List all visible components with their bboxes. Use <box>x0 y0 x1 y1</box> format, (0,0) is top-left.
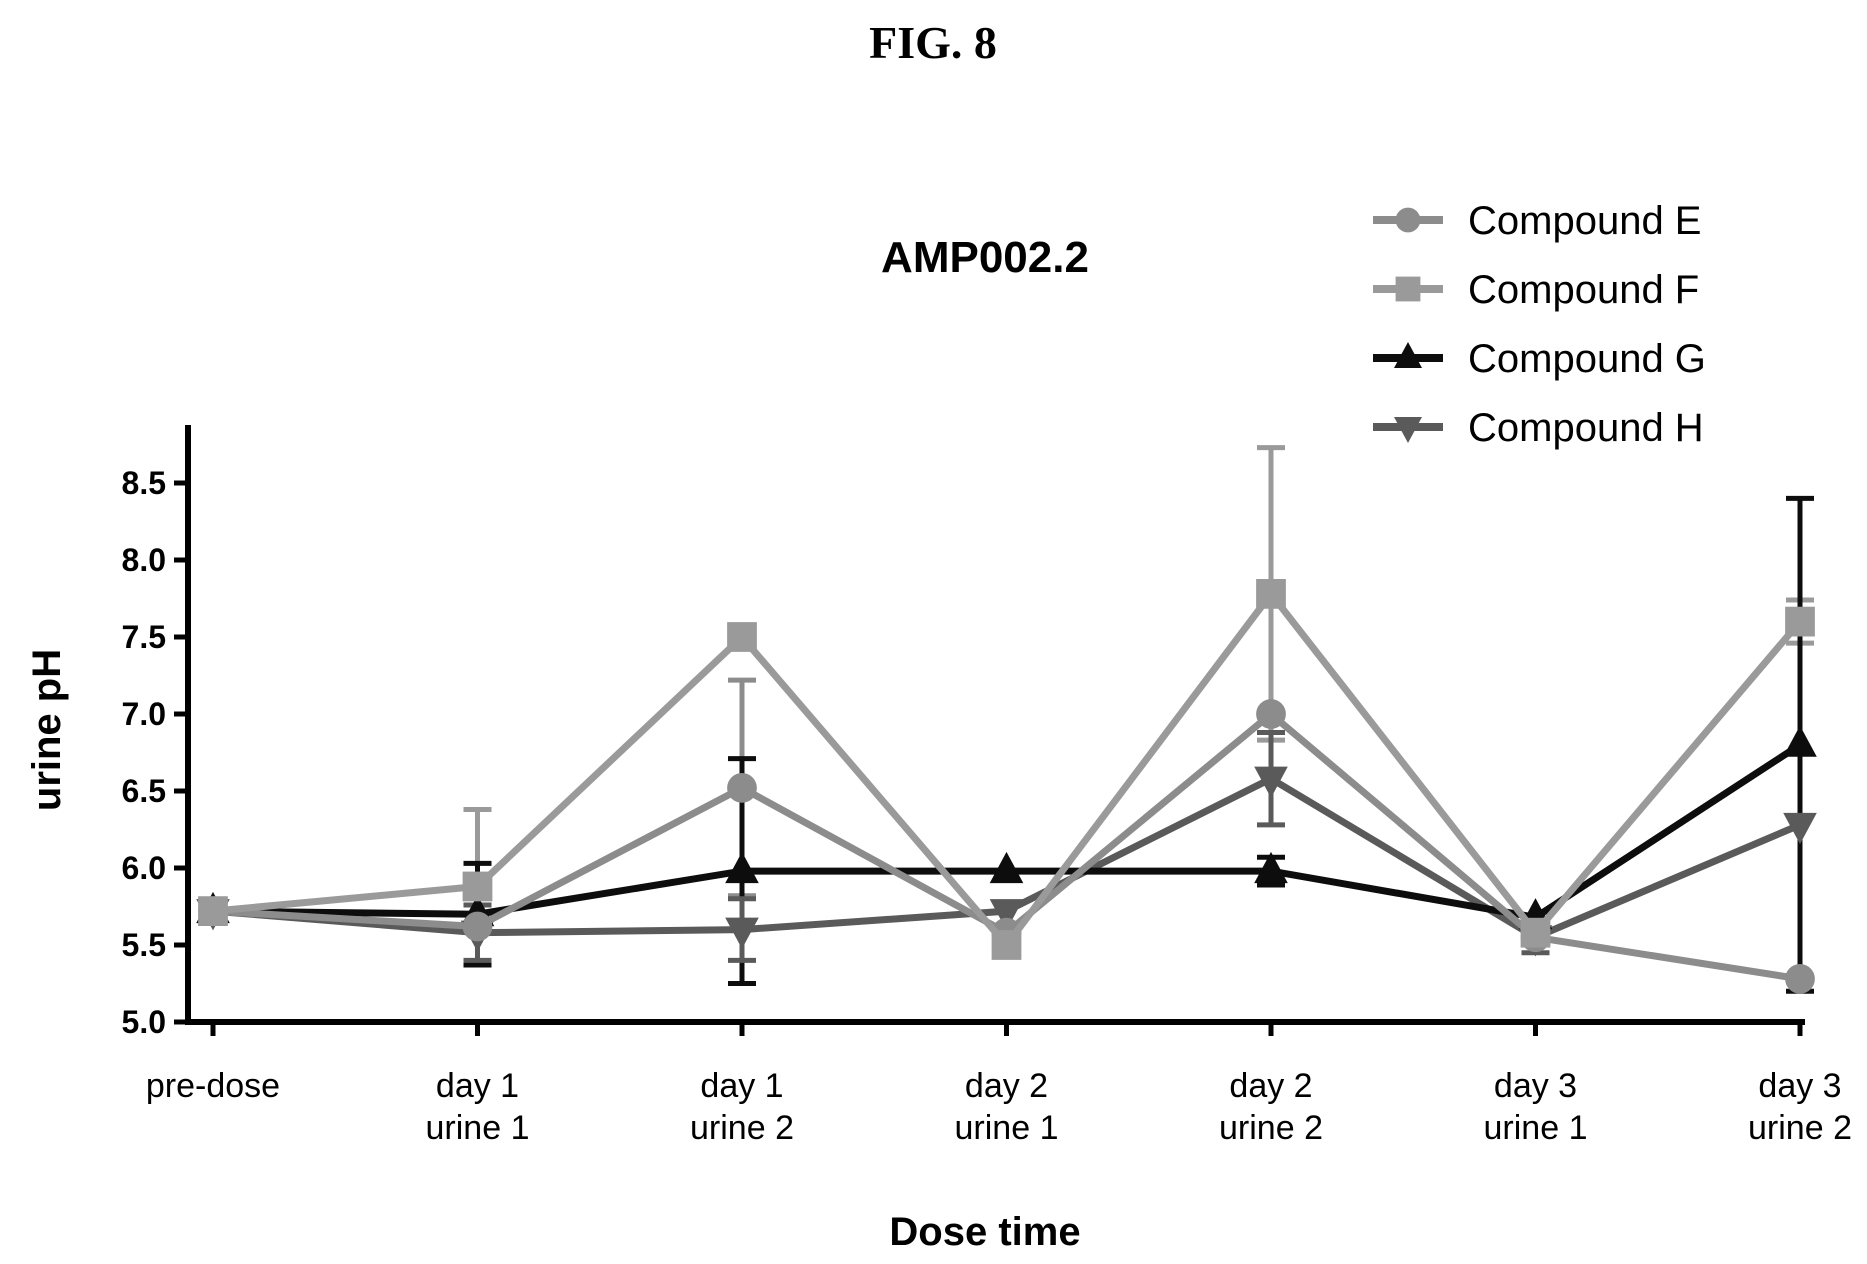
legend: Compound E Compound F Compound G Compound H <box>1373 199 1706 450</box>
data-point <box>1785 964 1815 994</box>
y-tick-label: 7.5 <box>122 619 166 655</box>
legend-entry: Compound E <box>1373 199 1701 243</box>
data-point <box>989 851 1024 884</box>
data-point <box>1254 766 1288 798</box>
data-point <box>725 917 759 949</box>
x-tick-label: urine 2 <box>1748 1109 1852 1147</box>
figure-label: FIG. 8 <box>869 17 997 68</box>
legend-label: Compound H <box>1468 406 1704 450</box>
x-tick-label: urine 1 <box>1484 1109 1588 1147</box>
legend-entry: Compound G <box>1373 337 1706 381</box>
error-bars <box>463 445 1814 994</box>
legend-marker <box>1394 417 1422 443</box>
series-group <box>196 579 1817 994</box>
legend-marker <box>1395 207 1421 233</box>
data-point <box>725 851 759 884</box>
data-point <box>1783 725 1817 757</box>
x-tick-label: urine 1 <box>426 1109 530 1147</box>
legend-entry: Compound F <box>1373 268 1699 312</box>
data-point <box>1256 579 1286 609</box>
y-tick-label: 7.0 <box>122 696 166 732</box>
series-line <box>212 588 1803 951</box>
legend-label: Compound G <box>1468 337 1706 381</box>
chart-title: AMP002.2 <box>881 233 1089 282</box>
y-tick-label: 8.5 <box>122 465 166 501</box>
x-tick-label: day 2 <box>1229 1067 1312 1105</box>
legend-label: Compound E <box>1468 199 1701 243</box>
data-point <box>727 773 757 803</box>
data-point <box>462 871 493 902</box>
y-tick-label: 5.0 <box>122 1004 166 1040</box>
y-tick-label: 6.5 <box>122 773 166 809</box>
y-tick-label: 5.5 <box>122 927 166 963</box>
legend-marker <box>1394 342 1422 368</box>
legend-entry: Compound H <box>1373 406 1704 450</box>
x-tick-label: day 2 <box>965 1067 1048 1105</box>
x-tick-label: pre-dose <box>146 1067 280 1105</box>
x-tick-label: urine 2 <box>1219 1109 1323 1147</box>
data-point <box>989 899 1024 931</box>
data-point <box>462 911 493 942</box>
y-tick-label: 8.0 <box>122 542 166 578</box>
data-point <box>1520 917 1551 948</box>
legend-label: Compound F <box>1468 268 1699 312</box>
x-tick-label: day 1 <box>700 1067 783 1105</box>
data-point <box>198 896 228 926</box>
data-point <box>1785 606 1815 637</box>
data-point <box>1783 812 1817 845</box>
x-axis-title: Dose time <box>889 1210 1080 1254</box>
axes: 5.0 5.5 6.0 6.5 7.0 7.5 8.0 8.5 pre-dose day 1 uri… <box>122 425 1852 1147</box>
x-tick-label: day 1 <box>436 1067 519 1105</box>
data-point <box>991 930 1022 960</box>
legend-marker <box>1395 276 1421 302</box>
x-tick-label: day 3 <box>1758 1067 1841 1105</box>
data-point <box>1256 699 1286 729</box>
y-tick-label: 6.0 <box>122 850 166 886</box>
y-axis-title: urine pH <box>25 649 69 811</box>
x-tick-label: day 3 <box>1494 1067 1577 1105</box>
x-tick-label: urine 2 <box>690 1109 794 1147</box>
data-point <box>727 622 757 652</box>
x-tick-label: urine 1 <box>955 1109 1059 1147</box>
data-point <box>1254 851 1288 884</box>
